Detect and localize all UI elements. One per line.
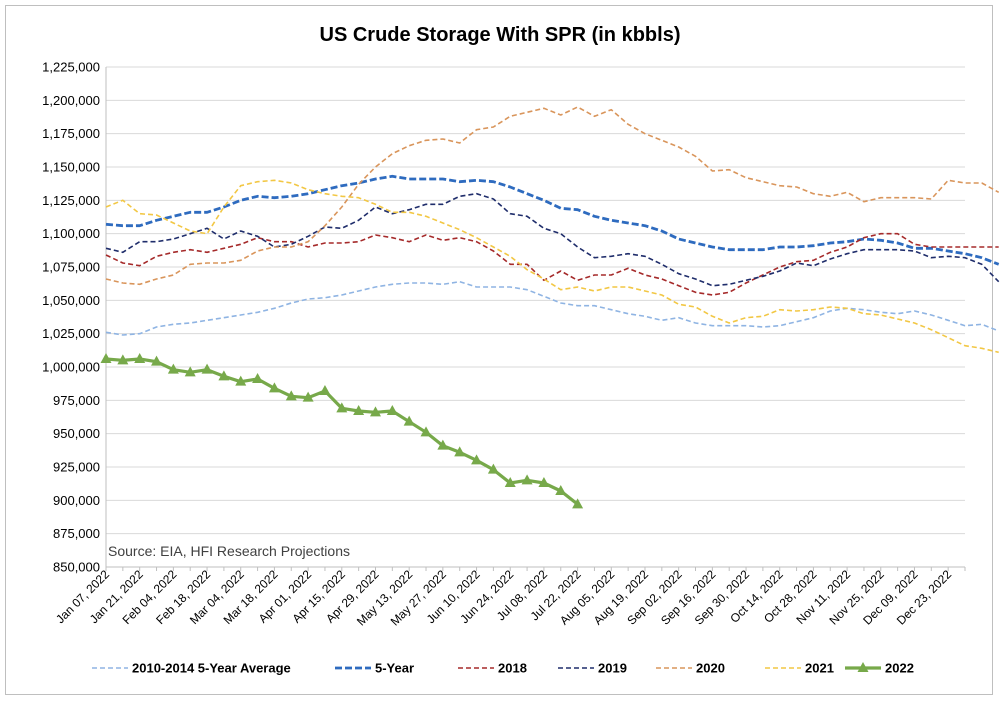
legend-marker	[857, 662, 869, 672]
gridlines	[106, 66, 965, 568]
data-point-marker	[386, 405, 398, 415]
y-tick-label: 1,125,000	[42, 193, 100, 208]
legend: 2010-2014 5-Year Average 5-Year 2018 2019 20…	[92, 661, 914, 676]
data-point-marker	[268, 382, 280, 393]
y-tick-label: 950,000	[53, 426, 100, 441]
y-tick-label: 925,000	[53, 460, 100, 475]
data-point-marker	[151, 355, 163, 366]
y-tick-label: 1,075,000	[42, 260, 100, 275]
y-tick-label: 1,025,000	[42, 326, 100, 341]
data-point-marker	[521, 474, 533, 485]
chart-title: US Crude Storage With SPR (in kbbls)	[320, 24, 681, 46]
data-point-marker	[319, 385, 331, 395]
series-line	[105, 357, 579, 506]
series-lines	[100, 106, 1000, 509]
y-tick-label: 1,175,000	[42, 126, 100, 141]
data-point-marker	[252, 373, 264, 383]
data-point-marker	[555, 485, 567, 495]
data-point-marker	[184, 366, 196, 377]
y-tick-label: 975,000	[53, 393, 100, 408]
data-point-marker	[538, 477, 550, 487]
chart-frame	[5, 5, 993, 695]
y-tick-label: 850,000	[53, 560, 100, 575]
data-point-marker	[100, 353, 112, 363]
series-line	[105, 174, 1000, 266]
data-point-marker	[235, 375, 247, 386]
data-point-marker	[369, 406, 381, 417]
data-point-marker	[437, 439, 449, 450]
legend-label: 2018	[498, 661, 527, 676]
series-line	[105, 280, 999, 336]
data-point-marker	[218, 370, 230, 381]
y-tick-label: 1,050,000	[42, 293, 100, 308]
data-point-marker	[403, 415, 415, 426]
legend-label: 2019	[598, 661, 627, 676]
data-point-marker	[454, 446, 466, 457]
y-tick-label: 1,150,000	[42, 160, 100, 175]
series-line	[105, 232, 999, 296]
y-tick-label: 1,100,000	[42, 226, 100, 241]
data-point-marker	[302, 391, 314, 402]
data-point-marker	[420, 426, 432, 437]
legend-label: 2021	[805, 661, 834, 676]
series-line	[105, 106, 1000, 286]
legend-label: 2022	[885, 661, 914, 676]
legend-label: 5-Year	[375, 661, 414, 676]
data-point-marker	[134, 353, 146, 363]
source-note: Source: EIA, HFI Research Projections	[108, 543, 350, 559]
y-axis: 850,000 875,000 900,000 925,000 950,000 975,0…	[42, 60, 965, 575]
data-point-marker	[504, 477, 516, 487]
data-point-marker	[572, 498, 584, 509]
data-point-marker	[285, 390, 297, 401]
y-tick-label: 900,000	[53, 493, 100, 508]
data-point-marker	[471, 454, 483, 465]
data-point-marker	[167, 363, 179, 374]
legend-label: 2010-2014 5-Year Average	[132, 661, 291, 676]
data-point-marker	[353, 405, 365, 415]
data-point-marker	[201, 363, 213, 374]
data-point-marker	[487, 463, 499, 474]
y-tick-label: 1,000,000	[42, 360, 100, 375]
legend-label: 2020	[696, 661, 725, 676]
y-tick-label: 1,225,000	[42, 60, 100, 75]
data-point-marker	[336, 402, 348, 413]
series-line	[105, 179, 999, 354]
series-line	[105, 192, 1000, 287]
y-tick-label: 875,000	[53, 526, 100, 541]
y-tick-label: 1,200,000	[42, 93, 100, 108]
data-point-marker	[117, 354, 129, 365]
